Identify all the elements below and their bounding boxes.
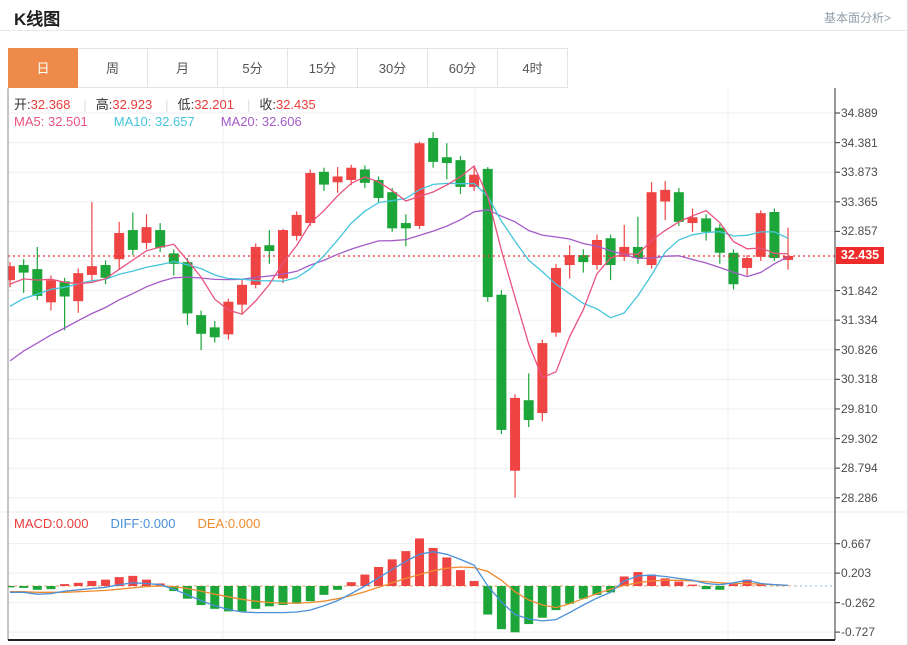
high-value: 32.923 — [112, 97, 153, 112]
low-value: 32.201 — [194, 97, 234, 112]
interval-tab-日[interactable]: 日 — [8, 48, 78, 88]
price-axis-label: 30.826 — [841, 342, 878, 357]
fundamental-analysis-link[interactable]: 基本面分析> — [823, 11, 891, 25]
high-label: 高: — [95, 97, 113, 112]
price-axis-label: 29.302 — [841, 431, 878, 446]
price-axis-label: 33.873 — [841, 165, 878, 180]
interval-tab-5分[interactable]: 5分 — [218, 48, 288, 88]
price-axis-label: 31.334 — [841, 313, 878, 328]
price-axis-label: 28.286 — [841, 490, 878, 505]
interval-tab-周[interactable]: 周 — [78, 48, 148, 88]
close-label: 收: — [259, 97, 276, 112]
open-label: 开: — [14, 97, 31, 112]
interval-tabs: 日周月 5分 15分 30分 60分 4时 — [8, 48, 568, 88]
ma10-legend: MA10: 32.657 — [113, 114, 195, 129]
price-axis-label: 33.365 — [841, 194, 878, 209]
macd-legend: MACD:0.000 DIFF:0.000 DEA:0.000 — [14, 516, 282, 531]
ohlc-legend: 开:32.368 | 高:32.923 | 低:32.201 | 收:32.435 — [14, 94, 320, 113]
macd-axis-label: -0.262 — [841, 595, 876, 610]
macd-axis-label: 0.667 — [841, 536, 872, 551]
open-value: 32.368 — [30, 97, 71, 112]
legend-separator: | — [83, 97, 87, 112]
header-divider — [0, 30, 907, 31]
page-title: K线图 — [14, 10, 61, 29]
ma5-legend: MA5: 32.501 — [14, 114, 88, 129]
price-axis-label: 34.381 — [841, 135, 878, 150]
dea-value-legend: DEA:0.000 — [197, 516, 261, 531]
macd-value-legend: MACD:0.000 — [14, 516, 89, 531]
interval-tab-月[interactable]: 月 — [148, 48, 218, 88]
macd-axis-label: -0.727 — [841, 625, 876, 640]
current-price-badge: 32.435 — [836, 247, 884, 265]
low-label: 低: — [177, 97, 195, 112]
legend-separator: | — [165, 97, 169, 112]
diff-value-legend: DIFF:0.000 — [110, 516, 176, 531]
price-axis-label: 30.318 — [841, 372, 878, 387]
price-axis-label: 29.810 — [841, 401, 878, 416]
price-axis-label: 34.889 — [841, 106, 878, 120]
ma-legend: MA5: 32.501 MA10: 32.657 MA20: 32.606 — [14, 114, 328, 129]
macd-axis-label: 0.203 — [841, 566, 872, 581]
interval-tab-4时[interactable]: 4时 — [498, 48, 568, 88]
interval-tab-15分[interactable]: 15分 — [288, 48, 358, 88]
price-axis-label: 28.794 — [841, 461, 878, 476]
close-value: 32.435 — [275, 97, 316, 112]
ma20-legend: MA20: 32.606 — [220, 114, 302, 129]
interval-tab-60分[interactable]: 60分 — [428, 48, 498, 88]
price-axis-label: 32.857 — [841, 224, 878, 239]
interval-tab-30分[interactable]: 30分 — [358, 48, 428, 88]
legend-separator: | — [246, 97, 251, 112]
price-axis-label: 31.842 — [841, 283, 878, 298]
